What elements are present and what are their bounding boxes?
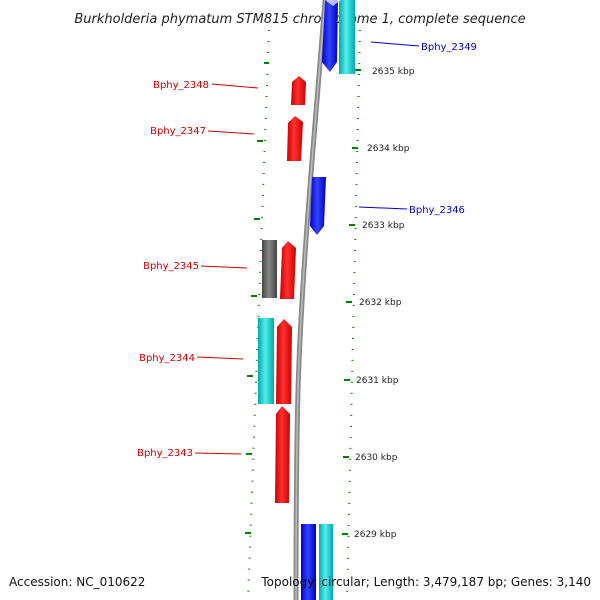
- feature-bphy-2347[interactable]: [287, 116, 303, 161]
- feature-bphy-2345[interactable]: [280, 241, 296, 299]
- feature-bphy-2348[interactable]: [291, 76, 306, 105]
- kbp-tick-labels: 2635 kbp 2634 kbp 2633 kbp 2632 kbp 2631…: [354, 67, 415, 540]
- kbp-label: 2630 kbp: [355, 453, 398, 463]
- map-title: Burkholderia phymatum STM815 chromosome …: [74, 12, 525, 27]
- gene-label-bphy-2345[interactable]: Bphy_2345: [143, 261, 199, 272]
- kbp-label: 2635 kbp: [372, 67, 415, 77]
- gene-label-bphy-2349[interactable]: Bphy_2349: [421, 42, 477, 53]
- gene-label-bphy-2344[interactable]: Bphy_2344: [139, 353, 195, 364]
- feature-bphy-2346[interactable]: [310, 177, 326, 235]
- gene-label-bphy-2348[interactable]: Bphy_2348: [153, 80, 209, 91]
- feature-gray-block[interactable]: [262, 240, 277, 298]
- kbp-label: 2632 kbp: [359, 298, 402, 308]
- feature-cyan-block-mid[interactable]: [258, 318, 274, 404]
- kbp-label: 2629 kbp: [354, 530, 397, 540]
- feature-bphy-2343[interactable]: [275, 406, 290, 503]
- topology-stats-text: Topology: circular; Length: 3,479,187 bp…: [260, 575, 591, 589]
- accession-text: Accession: NC_010622: [9, 575, 145, 589]
- gene-label-bphy-2347[interactable]: Bphy_2347: [150, 126, 206, 137]
- kbp-label: 2631 kbp: [356, 376, 399, 386]
- feature-bphy-2344[interactable]: [276, 319, 292, 404]
- feature-top-cyan[interactable]: [339, 0, 355, 74]
- kbp-label: 2633 kbp: [362, 221, 405, 231]
- gene-label-bphy-2346[interactable]: Bphy_2346: [409, 205, 465, 216]
- gene-label-bphy-2343[interactable]: Bphy_2343: [137, 448, 193, 459]
- right-tick-guide: [347, 30, 360, 600]
- kbp-label: 2634 kbp: [367, 144, 410, 154]
- genome-map: Burkholderia phymatum STM815 chromosome …: [0, 0, 600, 600]
- left-tick-guide: [248, 30, 269, 600]
